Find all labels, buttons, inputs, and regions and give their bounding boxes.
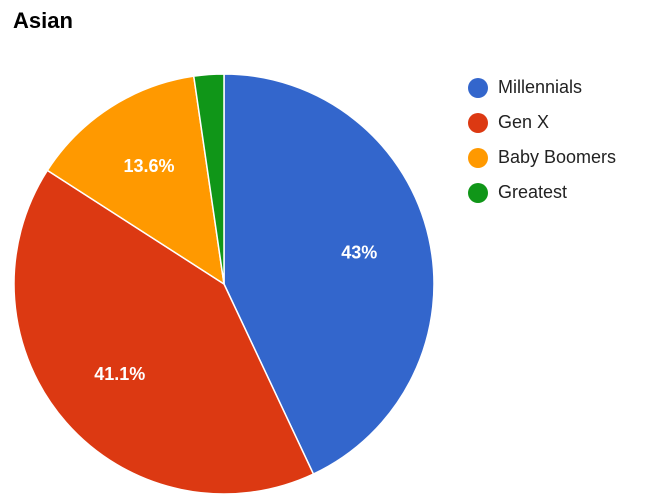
legend-label: Gen X — [498, 112, 550, 132]
slice-label-baby-boomers: 13.6% — [123, 156, 174, 176]
legend-label: Baby Boomers — [498, 147, 617, 167]
legend: Millennials Gen X Baby Boomers Greatest — [468, 70, 616, 210]
legend-label: Millennials — [498, 77, 583, 97]
pie-slice-baby-boomers — [46, 75, 225, 286]
legend-item-gen-x: Gen X — [468, 105, 616, 140]
legend-item-baby-boomers: Baby Boomers — [468, 140, 616, 175]
pie-labels: 43% 41.1% 13.6% — [94, 156, 377, 384]
pie-slices — [13, 73, 435, 495]
legend-label: Greatest — [498, 182, 568, 202]
pie-slice-millennials — [223, 73, 435, 476]
legend-swatch — [468, 147, 488, 168]
legend-swatch — [468, 182, 488, 203]
slice-label-millennials: 43% — [341, 243, 377, 263]
pie-slice-gen-x — [13, 169, 315, 495]
slice-label-gen-x: 41.1% — [94, 364, 145, 384]
pie-slice-greatest — [192, 73, 225, 285]
legend-item-greatest: Greatest — [468, 175, 616, 210]
chart-title: Asian — [13, 8, 73, 33]
legend-swatch — [468, 77, 488, 98]
legend-item-millennials: Millennials — [468, 70, 616, 105]
legend-swatch — [468, 112, 488, 133]
